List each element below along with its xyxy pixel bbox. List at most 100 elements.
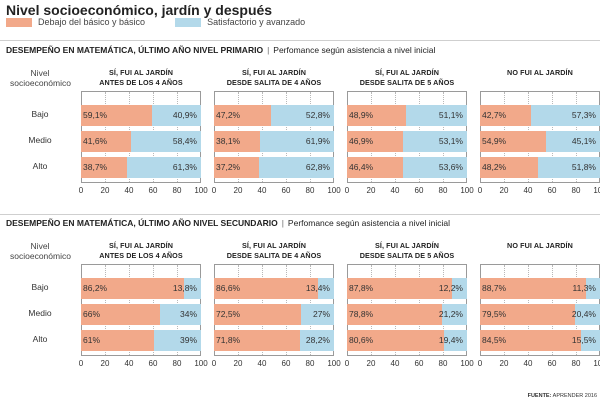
data-label-high: 13,4% bbox=[305, 282, 330, 293]
x-tick-label: 80 bbox=[438, 359, 448, 368]
x-tick-label: 100 bbox=[327, 186, 341, 195]
x-tick-label: 40 bbox=[523, 359, 533, 368]
x-tick-label: 80 bbox=[172, 359, 182, 368]
section-subtitle: Perfomance según asistencia a nivel inic… bbox=[273, 45, 436, 55]
data-label-high: 51,1% bbox=[438, 109, 463, 120]
x-tick-label: 20 bbox=[100, 359, 110, 368]
section-title: DESEMPEÑO EN MATEMÁTICA, ÚLTIMO AÑO NIVE… bbox=[6, 45, 435, 55]
panel-title: SÍ, FUI AL JARDÍN DESDE SALITA DE 5 AÑOS bbox=[333, 241, 481, 261]
legend-swatch-low bbox=[6, 17, 32, 27]
bar-low bbox=[480, 104, 532, 126]
row-axis-label: Nivel socioeconómico bbox=[10, 68, 71, 88]
bar-low bbox=[214, 303, 301, 325]
x-tick-label: 0 bbox=[78, 359, 84, 368]
bar-high bbox=[270, 104, 334, 126]
x-tick-label: 80 bbox=[571, 359, 581, 368]
x-tick-label: 100 bbox=[194, 186, 208, 195]
data-label-low: 80,6% bbox=[349, 334, 374, 345]
bar-low bbox=[480, 329, 582, 351]
x-tick-label: 60 bbox=[414, 186, 424, 195]
data-label-low: 88,7% bbox=[482, 282, 507, 293]
panel-title-line: DESDE SALITA DE 4 AÑOS bbox=[226, 78, 322, 87]
bar-low bbox=[347, 303, 442, 325]
chart-title: Nivel socioeconómico, jardín y después bbox=[6, 2, 273, 18]
bar-high bbox=[405, 104, 467, 126]
legend-item-high: Satisfactorio y avanzado bbox=[175, 17, 305, 27]
bar-high bbox=[301, 303, 334, 325]
bar-low bbox=[214, 277, 318, 299]
panel-title-line: NO FUI AL JARDÍN bbox=[507, 68, 573, 77]
bar-high bbox=[581, 329, 600, 351]
row-label-bajo: Bajo bbox=[31, 109, 49, 119]
data-label-low: 59,1% bbox=[83, 109, 108, 120]
panel-title: SÍ, FUI AL JARDÍN ANTES DE LOS 4 AÑOS bbox=[67, 68, 215, 88]
data-label-low: 37,2% bbox=[216, 161, 241, 172]
x-tick-label: 100 bbox=[593, 186, 600, 195]
bar-high bbox=[403, 130, 467, 152]
data-label-low: 38,7% bbox=[83, 161, 108, 172]
row-axis-label-line: socioeconómico bbox=[10, 251, 71, 261]
data-label-high: 19,4% bbox=[438, 334, 463, 345]
x-tick-label: 20 bbox=[233, 186, 243, 195]
bar-low bbox=[81, 104, 152, 126]
section-title-main: DESEMPEÑO EN MATEMÁTICA, ÚLTIMO AÑO NIVE… bbox=[6, 218, 278, 228]
x-tick-label: 60 bbox=[547, 186, 557, 195]
x-tick-label: 20 bbox=[366, 359, 376, 368]
data-label-high: 39% bbox=[179, 334, 197, 345]
row-label-alto: Alto bbox=[32, 334, 48, 344]
data-label-low: 38,1% bbox=[216, 135, 241, 146]
panel-title-line: SÍ, FUI AL JARDÍN bbox=[109, 68, 173, 77]
bar-low bbox=[347, 277, 453, 299]
source-text: APRENDER 2016 bbox=[552, 393, 597, 399]
data-label-low: 78,8% bbox=[349, 308, 374, 319]
x-tick-label: 40 bbox=[390, 186, 400, 195]
row-label-bajo: Bajo bbox=[31, 282, 49, 292]
bar-low bbox=[214, 156, 259, 178]
x-tick-label: 60 bbox=[148, 359, 158, 368]
bar-low bbox=[480, 277, 587, 299]
legend-label-high: Satisfactorio y avanzado bbox=[207, 17, 306, 27]
data-label-high: 57,3% bbox=[571, 109, 596, 120]
bar-low bbox=[480, 156, 538, 178]
data-label-low: 87,8% bbox=[349, 282, 374, 293]
panel-title: SÍ, FUI AL JARDÍN DESDE SALITA DE 4 AÑOS bbox=[200, 68, 348, 88]
data-label-high: 12,2% bbox=[438, 282, 463, 293]
data-label-high: 52,8% bbox=[305, 109, 330, 120]
x-tick-label: 0 bbox=[477, 186, 483, 195]
bar-high bbox=[258, 156, 334, 178]
bar-low bbox=[347, 329, 444, 351]
panel-title: SÍ, FUI AL JARDÍN DESDE SALITA DE 4 AÑOS bbox=[200, 241, 348, 261]
row-axis-label-line: Nivel bbox=[30, 241, 50, 251]
x-tick-label: 0 bbox=[477, 359, 483, 368]
data-label-low: 84,5% bbox=[482, 334, 507, 345]
x-tick-label: 20 bbox=[233, 359, 243, 368]
x-tick-label: 60 bbox=[281, 359, 291, 368]
section-title-separator: | bbox=[281, 218, 284, 228]
data-label-low: 86,6% bbox=[216, 282, 241, 293]
data-label-high: 45,1% bbox=[571, 135, 596, 146]
x-tick-label: 0 bbox=[344, 186, 350, 195]
section-title: DESEMPEÑO EN MATEMÁTICA, ÚLTIMO AÑO NIVE… bbox=[6, 218, 450, 228]
data-label-high: 53,1% bbox=[438, 135, 463, 146]
panel-title-line: SÍ, FUI AL JARDÍN bbox=[109, 241, 173, 250]
bar-high bbox=[300, 329, 334, 351]
x-tick-label: 40 bbox=[124, 359, 134, 368]
bar-low bbox=[214, 104, 271, 126]
x-tick-label: 80 bbox=[571, 186, 581, 195]
panel-title-line: SÍ, FUI AL JARDÍN bbox=[242, 68, 306, 77]
bar-low bbox=[81, 303, 161, 325]
row-label-alto: Alto bbox=[32, 161, 48, 171]
bar-high bbox=[127, 156, 201, 178]
section-subtitle: Perfomance según asistencia a nivel inic… bbox=[287, 218, 450, 228]
data-label-high: 13,8% bbox=[172, 282, 197, 293]
bar-low bbox=[214, 130, 260, 152]
data-label-low: 66% bbox=[83, 308, 101, 319]
panel-title-line: DESDE SALITA DE 5 AÑOS bbox=[359, 78, 455, 87]
x-tick-label: 0 bbox=[78, 186, 84, 195]
bar-high bbox=[545, 130, 600, 152]
data-label-low: 46,4% bbox=[349, 161, 374, 172]
data-label-high: 21,2% bbox=[438, 308, 463, 319]
bar-high bbox=[575, 303, 600, 325]
x-tick-label: 100 bbox=[460, 359, 474, 368]
bar-low bbox=[214, 329, 301, 351]
